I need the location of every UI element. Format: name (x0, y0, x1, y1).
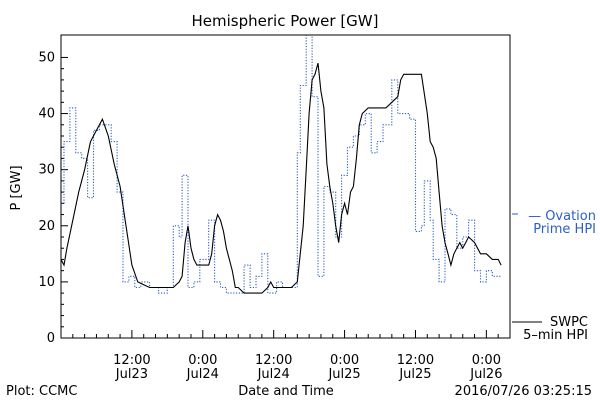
footer-plot-credit: Plot: CCMC (6, 384, 77, 399)
x-tick-label-time: 0:00 (472, 353, 501, 368)
y-tick-label: 10 (38, 275, 55, 290)
legend-swpc-line1: SWPC (550, 315, 588, 330)
x-tick-label-date: Jul24 (186, 367, 219, 382)
y-tick-label: 50 (38, 50, 55, 65)
y-tick-label: 0 (47, 331, 55, 346)
y-axis-label: P [GW] (9, 165, 24, 210)
legend: — Ovation Prime HPI SWPC 5–min HPI (512, 209, 596, 343)
x-tick-label-time: 12:00 (397, 353, 434, 368)
series-layer (60, 34, 502, 294)
x-tick-label-time: 0:00 (330, 353, 359, 368)
x-ticks: 12:00Jul230:00Jul2412:00Jul240:00Jul2512… (60, 330, 511, 382)
chart-title: Hemispheric Power [GW] (192, 12, 379, 30)
x-tick-label-date: Jul23 (115, 367, 148, 382)
legend-ovation-line2: Prime HPI (533, 222, 596, 237)
x-tick-label-date: Jul26 (469, 367, 502, 382)
x-tick-label-time: 0:00 (188, 353, 217, 368)
x-tick-label-time: 12:00 (113, 353, 150, 368)
y-tick-label: 30 (38, 163, 55, 178)
legend-swpc-line2: 5–min HPI (523, 328, 588, 343)
footer-timestamp: 2016/07/26 03:25:15 (455, 384, 592, 399)
swpc-hpi-series-line (60, 62, 502, 294)
x-tick-label-date: Jul25 (398, 367, 431, 382)
x-tick-label-date: Jul25 (327, 367, 360, 382)
x-tick-label-date: Jul24 (257, 367, 290, 382)
y-tick-label: 20 (38, 219, 55, 234)
y-ticks: 0 10 20 30 40 50 (38, 50, 68, 346)
x-axis-label: Date and Time (238, 384, 334, 399)
plot-frame (60, 34, 511, 339)
ovation-prime-series-line (61, 34, 502, 294)
y-tick-label: 40 (38, 107, 55, 122)
x-tick-label-time: 12:00 (255, 353, 292, 368)
legend-ovation-line1: — Ovation (528, 209, 596, 224)
